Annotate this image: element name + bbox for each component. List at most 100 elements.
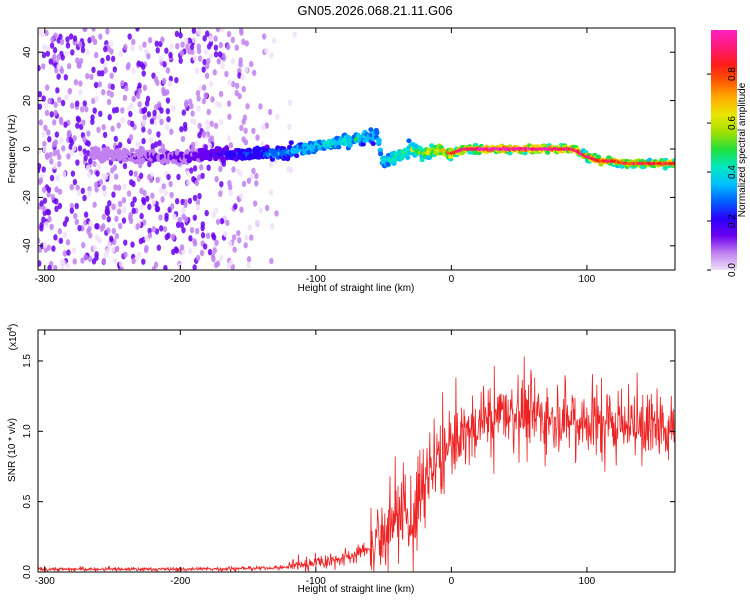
spectrogram-noise-cell: [74, 202, 79, 210]
spectrogram-noise-cell: [185, 170, 191, 177]
spectrogram-noise-cell: [63, 74, 69, 81]
spectrogram-noise-cell: [139, 187, 144, 195]
x-tick-label: 0: [449, 576, 455, 587]
spectrogram-noise-cell: [206, 108, 211, 116]
spectrogram-noise-cell: [213, 122, 219, 129]
spectrogram-noise-cell: [89, 73, 94, 81]
spectrogram-noise-cell: [135, 223, 140, 230]
spectrogram-noise-cell: [188, 98, 193, 105]
spectrogram-noise-cell: [155, 205, 161, 213]
spectrogram-noise-cell: [165, 107, 171, 115]
spectrogram-noise-cell: [196, 47, 202, 55]
spectrogram-noise-cell: [62, 231, 68, 238]
spectrogram-ridge-cell: [288, 140, 294, 146]
spectrogram-noise-cell: [46, 45, 52, 52]
spectrogram-noise-cell: [43, 102, 49, 109]
spectrogram-noise-cell: [184, 99, 189, 106]
spectrogram-noise-cell: [113, 184, 118, 191]
x-tick-label: -300: [35, 274, 55, 285]
spectrogram-noise-cell: [52, 119, 57, 126]
spectrogram-noise-cell: [146, 111, 152, 118]
spectrogram-noise-cell: [71, 247, 77, 254]
spectrogram-noise-cell: [109, 48, 114, 55]
spectrogram-noise-cell: [171, 248, 176, 256]
spectrogram-noise-cell: [274, 210, 279, 217]
spectrogram-noise-cell: [41, 186, 47, 193]
spectrogram-noise-cell: [49, 42, 55, 49]
spectrogram-noise-cell: [155, 79, 160, 86]
spectrogram-noise-cell: [47, 97, 52, 105]
spectrogram-noise-cell: [56, 63, 61, 70]
spectrogram-noise-cell: [243, 139, 249, 146]
spectrogram-ridge-cell: [336, 144, 342, 150]
spectrogram-noise-cell: [236, 168, 241, 175]
spectrogram-noise-cell: [127, 33, 132, 40]
spectrogram-noise-cell: [116, 184, 122, 191]
spectrogram-noise-cell: [114, 233, 120, 240]
spectrogram-noise-cell: [237, 237, 242, 244]
spectrogram-noise-cell: [204, 72, 210, 79]
spectrogram-noise-cell: [129, 179, 134, 186]
spectrogram-noise-cell: [156, 114, 162, 121]
spectrogram-noise-cell: [199, 164, 204, 171]
spectrogram-noise-cell: [174, 247, 180, 254]
spectrogram-noise-cell: [200, 232, 206, 239]
spectrogram-noise-cell: [178, 32, 183, 39]
spectrogram-noise-cell: [106, 227, 111, 234]
spectrogram-noise-cell: [203, 92, 208, 99]
spectrogram-noise-cell: [244, 40, 250, 47]
spectrogram-noise-cell: [271, 37, 277, 44]
spectrogram-noise-cell: [92, 201, 97, 208]
spectrogram-noise-cell: [227, 113, 232, 120]
spectrogram-noise-cell: [142, 84, 148, 91]
spectrogram-noise-cell: [195, 89, 201, 97]
spectrogram-ridge-peak: [671, 161, 675, 166]
spectrogram-noise-cell: [169, 43, 174, 50]
spectrogram-noise-cell: [236, 229, 241, 237]
spectrogram-noise-cell: [212, 247, 217, 254]
spectrogram-noise-cell: [112, 66, 118, 73]
spectrogram-noise-cell: [130, 120, 135, 128]
spectrogram-noise-cell: [95, 223, 100, 230]
spectrogram-noise-cell: [66, 153, 71, 160]
spectrogram-noise-cell: [187, 48, 192, 55]
spectrogram-noise-cell: [38, 119, 44, 126]
spectrogram-noise-cell: [58, 237, 64, 244]
spectrogram-noise-cell: [204, 119, 210, 126]
spectrogram-noise-cell: [38, 166, 41, 174]
spectrogram-noise-cell: [84, 106, 89, 113]
spectrogram-marks: [38, 28, 675, 270]
spectrogram-noise-cell: [230, 36, 236, 44]
spectrogram-noise-cell: [105, 248, 110, 255]
spectrogram-noise-cell: [187, 247, 193, 255]
spectrogram-noise-cell: [174, 30, 180, 38]
spectrogram-noise-cell: [113, 173, 119, 180]
spectrogram-noise-cell: [169, 128, 174, 135]
spectrogram-noise-cell: [80, 187, 86, 195]
spectrogram-x-label: Height of straight line (km): [298, 283, 415, 294]
spectrogram-noise-cell: [47, 264, 52, 270]
spectrogram-noise-cell: [60, 99, 66, 107]
spectrogram-noise-cell: [156, 101, 162, 108]
spectrogram-noise-cell: [163, 189, 168, 197]
spectrogram-noise-cell: [135, 141, 140, 148]
spectrogram-noise-cell: [243, 127, 248, 134]
spectrogram-ridge-cell: [373, 127, 379, 133]
spectrogram-noise-cell: [180, 41, 185, 48]
spectrogram-noise-cell: [48, 151, 53, 159]
spectrogram-noise-cell: [38, 178, 43, 185]
spectrogram-noise-cell: [226, 43, 231, 51]
spectrogram-noise-cell: [128, 217, 134, 225]
spectrogram-noise-cell: [137, 87, 142, 95]
spectrogram-noise-cell: [260, 141, 265, 148]
spectrogram-noise-cell: [195, 199, 201, 206]
spectrogram-noise-cell: [41, 205, 46, 212]
colorbar-tick-label: 0.8: [727, 67, 738, 81]
spectrogram-ridge-cell: [377, 147, 384, 153]
spectrogram-noise-cell: [102, 190, 108, 197]
spectrogram-noise-cell: [158, 187, 164, 194]
spectrogram-noise-cell: [224, 70, 229, 78]
spectrogram-noise-cell: [234, 89, 239, 97]
spectrogram-noise-cell: [181, 109, 187, 116]
spectrogram-noise-cell: [52, 47, 58, 54]
